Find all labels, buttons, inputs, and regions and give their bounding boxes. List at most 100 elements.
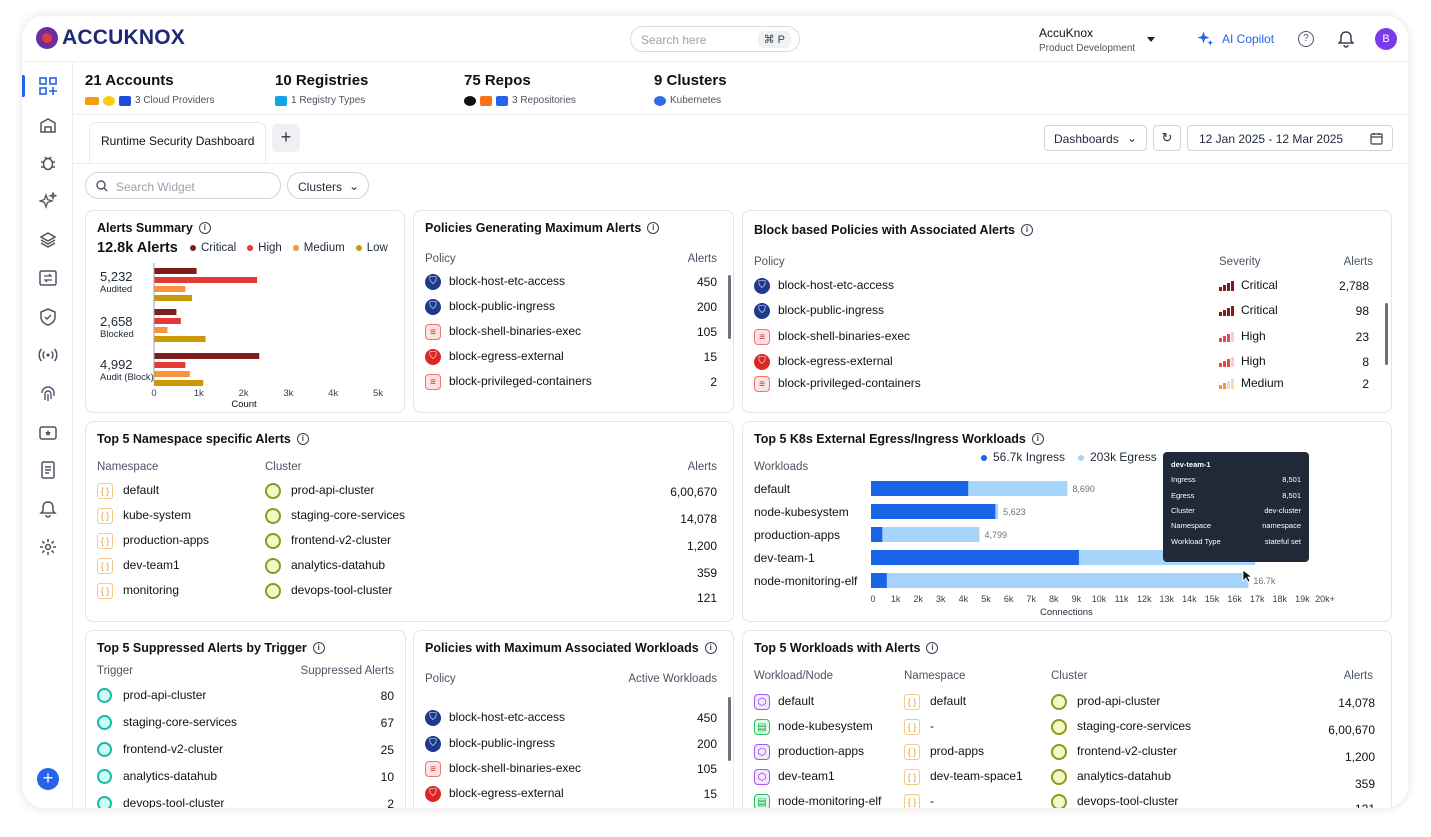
settings-gear-icon[interactable] (37, 536, 59, 558)
trigger-row[interactable]: prod-api-cluster (97, 688, 206, 704)
ingress-bar[interactable] (871, 527, 883, 542)
bar-high-0[interactable] (154, 277, 258, 283)
policy-row[interactable]: ≡ block-privileged-containers (425, 374, 592, 390)
cluster-cell[interactable]: analytics-datahub (1051, 769, 1171, 785)
caret-down-icon[interactable] (1147, 37, 1155, 42)
cluster-cell[interactable]: frontend-v2-cluster (1051, 744, 1177, 760)
ingress-bar[interactable] (871, 573, 887, 588)
policy-row[interactable]: ⛉ block-public-ingress (425, 299, 555, 315)
bar-low-1[interactable] (154, 336, 206, 342)
scrollbar[interactable] (728, 275, 731, 339)
trigger-row[interactable]: devops-tool-cluster (97, 796, 224, 808)
policy-row[interactable]: ⛉ block-egress-external (425, 349, 564, 365)
bar-medium-0[interactable] (154, 286, 186, 292)
bug-icon[interactable] (37, 152, 59, 174)
tab-runtime-security[interactable]: Runtime Security Dashboard (89, 122, 267, 162)
workload-row[interactable]: ⬡ dev-team1 (754, 769, 835, 785)
block-policy-row[interactable]: ⛉ block-egress-external (754, 354, 893, 370)
cluster-cell[interactable]: prod-api-cluster (265, 483, 374, 499)
workload-row[interactable]: ⬡ default (754, 694, 814, 710)
layers-icon[interactable] (37, 229, 59, 251)
dashboards-dropdown[interactable]: Dashboards ⌄ (1044, 125, 1147, 151)
policy-row[interactable]: ⛉ block-public-ingress (425, 736, 555, 752)
date-range-picker[interactable]: 12 Jan 2025 - 12 Mar 2025 (1187, 125, 1393, 151)
info-icon[interactable]: i (1020, 224, 1033, 236)
policy-row[interactable]: ⛉ block-egress-external (425, 786, 564, 802)
scrollbar[interactable] (728, 697, 731, 761)
help-icon[interactable]: ? (1298, 31, 1314, 47)
broadcast-icon[interactable] (37, 344, 59, 366)
cluster-cell[interactable]: staging-core-services (265, 508, 405, 524)
terminal-icon[interactable] (37, 267, 59, 289)
bar-high-2[interactable] (154, 362, 186, 368)
clusters-filter-dropdown[interactable]: Clusters ⌄ (287, 172, 369, 199)
cluster-cell[interactable]: staging-core-services (1051, 719, 1191, 735)
shield-check-icon[interactable] (37, 306, 59, 328)
info-icon[interactable]: i (312, 642, 325, 654)
policy-row[interactable]: ⛉ block-host-etc-access (425, 274, 565, 290)
fingerprint-icon[interactable] (37, 383, 59, 405)
policy-row[interactable]: ⛉ block-host-etc-access (425, 710, 565, 726)
namespace-cell[interactable]: { } prod-apps (904, 744, 984, 760)
workload-row[interactable]: ▤ node-kubesystem (754, 719, 873, 735)
cluster-cell[interactable]: devops-tool-cluster (265, 583, 392, 599)
ai-copilot-button[interactable]: AI Copilot (1196, 30, 1274, 48)
info-icon[interactable]: i (926, 642, 939, 654)
egress-bar[interactable] (871, 527, 980, 542)
logo[interactable]: ACCUKNOX (36, 26, 185, 50)
block-policy-row[interactable]: ⛉ block-public-ingress (754, 303, 884, 319)
policy-row[interactable]: ≡ block-shell-binaries-exec (425, 761, 581, 777)
bar-low-2[interactable] (154, 380, 204, 386)
bar-critical-1[interactable] (154, 309, 177, 315)
report-icon[interactable] (37, 459, 59, 481)
ingress-bar[interactable] (871, 550, 1079, 565)
info-icon[interactable]: i (704, 642, 717, 654)
namespace-row[interactable]: { } monitoring (97, 583, 179, 599)
namespace-row[interactable]: { } production-apps (97, 533, 209, 549)
add-tab-button[interactable]: + (272, 124, 300, 152)
bell-icon[interactable] (1338, 30, 1354, 48)
inventory-icon[interactable] (37, 114, 59, 136)
bar-medium-1[interactable] (154, 327, 168, 333)
namespace-row[interactable]: { } kube-system (97, 508, 191, 524)
egress-bar[interactable] (871, 573, 1249, 588)
cluster-cell[interactable]: analytics-datahub (265, 558, 385, 574)
ingress-bar[interactable] (871, 481, 969, 496)
workload-row[interactable]: ▤ node-monitoring-elf (754, 794, 881, 808)
avatar[interactable]: B (1375, 28, 1397, 50)
bar-low-0[interactable] (154, 295, 193, 301)
notification-bell-icon[interactable] (37, 498, 59, 520)
info-icon[interactable]: i (198, 222, 211, 234)
cluster-cell[interactable]: devops-tool-cluster (1051, 794, 1178, 808)
add-button[interactable]: + (37, 768, 59, 790)
info-icon[interactable]: i (1031, 433, 1044, 445)
badge-star-icon[interactable] (37, 421, 59, 443)
bar-critical-2[interactable] (154, 353, 260, 359)
refresh-button[interactable]: ↻ (1153, 125, 1181, 151)
stat-accounts[interactable]: 21 Accounts 3 Cloud Providers (85, 72, 214, 106)
trigger-row[interactable]: analytics-datahub (97, 769, 217, 785)
namespace-cell[interactable]: { } default (904, 694, 966, 710)
trigger-row[interactable]: frontend-v2-cluster (97, 742, 223, 758)
ai-sparkle-icon[interactable] (37, 190, 59, 212)
block-policy-row[interactable]: ≡ block-privileged-containers (754, 376, 921, 392)
dashboard-icon[interactable] (37, 75, 59, 97)
block-policy-row[interactable]: ≡ block-shell-binaries-exec (754, 329, 910, 345)
ingress-bar[interactable] (871, 504, 996, 519)
global-search-input[interactable]: Search here ⌘ P (630, 26, 800, 52)
policy-row[interactable]: ≡ block-shell-binaries-exec (425, 324, 581, 340)
stat-repos[interactable]: 75 Repos 3 Repositories (464, 72, 576, 106)
workload-row[interactable]: ⬡ production-apps (754, 744, 864, 760)
scrollbar[interactable] (1385, 303, 1388, 365)
stat-registries[interactable]: 10 Registries 1 Registry Types (275, 72, 368, 106)
trigger-row[interactable]: staging-core-services (97, 715, 237, 731)
block-policy-row[interactable]: ⛉ block-host-etc-access (754, 278, 894, 294)
bar-medium-2[interactable] (154, 371, 190, 377)
info-icon[interactable]: i (647, 222, 660, 234)
stat-clusters[interactable]: 9 Clusters Kubernetes (654, 72, 727, 106)
info-icon[interactable]: i (296, 433, 309, 445)
namespace-cell[interactable]: { } dev-team-space1 (904, 769, 1023, 785)
cluster-cell[interactable]: prod-api-cluster (1051, 694, 1160, 710)
namespace-cell[interactable]: { } - (904, 794, 934, 808)
bar-high-1[interactable] (154, 318, 181, 324)
